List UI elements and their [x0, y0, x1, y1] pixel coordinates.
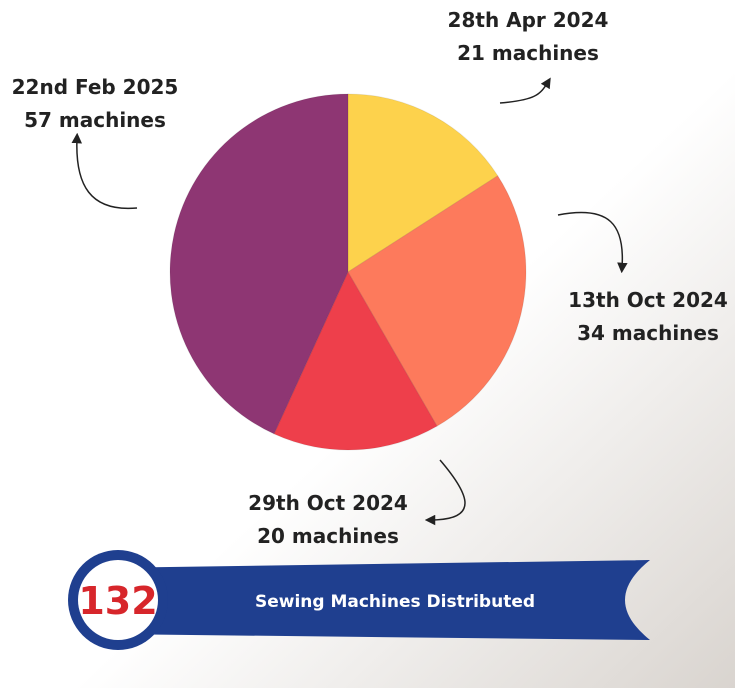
pie	[170, 94, 526, 450]
infographic: 132 Sewing Machines Distributed 28th Apr…	[0, 0, 735, 688]
banner-text: Sewing Machines Distributed	[255, 592, 535, 612]
slice-date: 13th Oct 2024	[568, 288, 728, 312]
slice-value-label: 34 machines	[577, 321, 719, 345]
slice-value-label: 21 machines	[457, 41, 599, 65]
total: 132	[78, 579, 157, 623]
slice-date: 28th Apr 2024	[448, 8, 609, 32]
slice-value-label: 20 machines	[257, 524, 399, 548]
slice-date: 29th Oct 2024	[248, 491, 408, 515]
slice-value-label: 57 machines	[24, 108, 166, 132]
slice-date: 22nd Feb 2025	[12, 75, 179, 99]
